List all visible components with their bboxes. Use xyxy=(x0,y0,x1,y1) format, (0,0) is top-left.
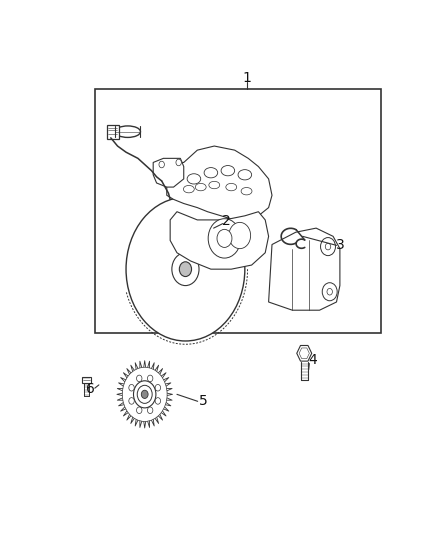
Polygon shape xyxy=(167,146,272,220)
Bar xyxy=(95,88,381,333)
Circle shape xyxy=(172,253,199,286)
Polygon shape xyxy=(268,228,340,310)
Circle shape xyxy=(155,384,161,391)
Ellipse shape xyxy=(115,126,141,138)
Text: 2: 2 xyxy=(222,214,231,228)
Bar xyxy=(82,377,92,383)
Circle shape xyxy=(229,222,251,249)
Circle shape xyxy=(159,161,164,168)
Circle shape xyxy=(176,159,181,166)
Circle shape xyxy=(122,367,167,422)
Text: 3: 3 xyxy=(336,238,345,252)
Polygon shape xyxy=(170,212,268,269)
Polygon shape xyxy=(153,158,184,187)
Circle shape xyxy=(126,197,245,341)
Text: 1: 1 xyxy=(242,71,251,85)
Circle shape xyxy=(134,381,156,408)
Ellipse shape xyxy=(221,166,235,176)
Ellipse shape xyxy=(226,183,237,191)
Circle shape xyxy=(129,384,134,391)
Circle shape xyxy=(148,407,153,414)
Ellipse shape xyxy=(195,183,206,191)
Circle shape xyxy=(321,238,336,256)
FancyBboxPatch shape xyxy=(107,125,119,139)
Circle shape xyxy=(129,398,134,404)
Ellipse shape xyxy=(241,188,252,195)
Circle shape xyxy=(322,282,337,301)
Text: 6: 6 xyxy=(86,382,95,396)
Circle shape xyxy=(155,398,161,404)
Ellipse shape xyxy=(204,167,218,178)
Ellipse shape xyxy=(184,185,194,193)
Circle shape xyxy=(325,243,331,250)
Text: 4: 4 xyxy=(308,353,317,367)
Circle shape xyxy=(327,288,332,295)
Circle shape xyxy=(125,370,164,418)
Ellipse shape xyxy=(209,181,220,189)
Circle shape xyxy=(137,375,142,382)
Circle shape xyxy=(137,407,142,414)
Ellipse shape xyxy=(238,169,251,180)
Ellipse shape xyxy=(187,174,201,184)
Text: 5: 5 xyxy=(199,394,208,408)
Circle shape xyxy=(208,219,241,258)
Circle shape xyxy=(179,262,191,277)
Circle shape xyxy=(137,385,152,403)
Circle shape xyxy=(217,229,232,247)
Circle shape xyxy=(141,390,148,399)
Circle shape xyxy=(148,375,153,382)
